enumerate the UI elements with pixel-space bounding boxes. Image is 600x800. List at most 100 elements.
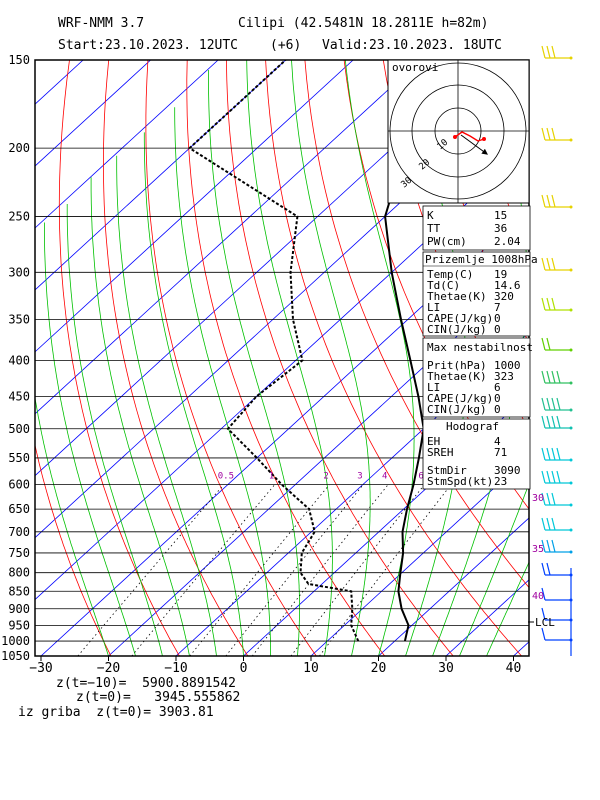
pressure-tick-label: 800	[8, 566, 30, 580]
barb-flag	[541, 607, 546, 621]
hodograf-value: 71	[494, 446, 507, 459]
hodograph-ring-20	[411, 84, 505, 178]
dry-adiabat	[540, 60, 600, 656]
dewpoint-line	[187, 60, 360, 642]
barb-flag	[541, 257, 546, 271]
surface-label: Thetae(K)	[427, 290, 487, 303]
moist-adiabat	[208, 70, 300, 656]
barb-flag	[546, 470, 551, 484]
pressure-tick-label: 600	[8, 478, 30, 492]
temperature-line	[384, 60, 503, 642]
instability-value: 323	[494, 370, 514, 383]
temperature-tick-label: 0	[240, 661, 248, 676]
wind-barb	[541, 45, 573, 60]
barb-flag	[551, 257, 556, 271]
wind-barb	[541, 297, 573, 312]
barb-flag	[556, 397, 561, 411]
barb-flag	[541, 447, 546, 461]
surface-value: 320	[494, 290, 514, 303]
surface-label: CAPE(J/kg)	[427, 312, 493, 325]
instability-panel	[422, 337, 531, 418]
barb-point	[569, 503, 573, 507]
temperature-tick-label: 20	[371, 661, 387, 676]
wind-speed-mark-35: 35	[532, 544, 544, 555]
barb-flag	[551, 127, 556, 141]
surface-value: 7	[494, 301, 501, 314]
barb-flag	[546, 257, 551, 271]
barb-flag	[546, 447, 551, 461]
barb-flag	[551, 370, 556, 384]
surface-label: LI	[427, 301, 440, 314]
pressure-tick-label: 1000	[1, 634, 30, 648]
footer-line-2: z(t=0)= 3945.555862	[76, 690, 241, 705]
moist-adiabat	[90, 177, 190, 656]
hodograph-point	[482, 137, 486, 141]
isotherm	[35, 60, 286, 291]
surface-label: Td(C)	[427, 279, 460, 292]
pressure-tick-label: 950	[8, 618, 30, 632]
pw-label: PW(cm)	[427, 235, 467, 248]
barb-point	[569, 550, 573, 554]
pressure-tick-label: 350	[8, 313, 30, 327]
instability-label: Thetae(K)	[427, 370, 487, 383]
pressure-tick-label: 750	[8, 546, 30, 560]
barb-point	[569, 426, 573, 430]
dry-adiabat	[186, 60, 386, 656]
moist-adiabat	[116, 155, 217, 656]
instability-value: 6	[494, 381, 501, 394]
barb-point	[569, 458, 573, 462]
temperature-tick-label: 30	[438, 661, 454, 676]
dry-adiabat	[580, 60, 600, 656]
wind-barb	[541, 194, 573, 209]
valid-time: Valid:23.10.2023. 18UTC	[322, 38, 502, 53]
barb-flag	[551, 45, 556, 59]
barb-flag	[546, 370, 551, 384]
barb-point	[569, 381, 573, 385]
hodograf-value: 23	[494, 475, 507, 488]
hodograf-panel	[422, 418, 531, 490]
barb-flag	[541, 45, 546, 59]
barb-flag	[541, 127, 546, 141]
mixing-ratio-line	[251, 484, 389, 656]
hodograph-inset: ovorovi 10 20 30	[387, 59, 530, 204]
barb-flag	[551, 517, 556, 531]
hodograph-trace	[454, 131, 485, 142]
mixing-ratio-label: 0.5	[218, 472, 234, 482]
forecast-offset: (+6)	[270, 38, 301, 53]
pw-value: 2.04	[494, 235, 521, 248]
footer-line-1: z(t=−10)= 5900.8891542	[56, 676, 237, 691]
barb-point	[569, 138, 573, 142]
wind-barb	[541, 627, 573, 642]
isotherm	[35, 60, 421, 415]
temperature-tick-label: −10	[164, 661, 187, 676]
barb-flag	[546, 397, 551, 411]
start-time: Start:23.10.2023. 12UTC	[58, 38, 238, 53]
k-label: K	[427, 209, 434, 222]
hodograf-label: SREH	[427, 446, 454, 459]
isotherm	[243, 393, 529, 656]
surface-value: 14.6	[494, 279, 521, 292]
barb-point	[569, 56, 573, 60]
hodograf-value: 4	[494, 435, 501, 448]
barb-flag	[546, 194, 551, 208]
mixing-ratio-label: 6	[418, 472, 423, 482]
barb-flag	[551, 415, 556, 429]
wind-barb	[541, 539, 573, 554]
barb-flag	[546, 297, 551, 311]
barb-flag	[551, 447, 556, 461]
pressure-tick-label: 1050	[1, 649, 30, 663]
model-title: WRF-NMM 3.7	[58, 16, 144, 31]
isotherm	[581, 60, 600, 656]
pressure-tick-label: 400	[8, 353, 30, 367]
wind-barb	[541, 492, 573, 507]
barb-flag	[556, 415, 561, 429]
pressure-tick-label: 550	[8, 451, 30, 465]
instability-value: 0	[494, 392, 501, 405]
barb-flag	[546, 562, 551, 576]
barb-point	[569, 348, 573, 352]
storm-motion-arrow	[460, 134, 488, 155]
barb-flag	[541, 370, 546, 384]
mixing-ratio-label: 3	[357, 472, 362, 482]
surface-value: 0	[494, 312, 501, 325]
